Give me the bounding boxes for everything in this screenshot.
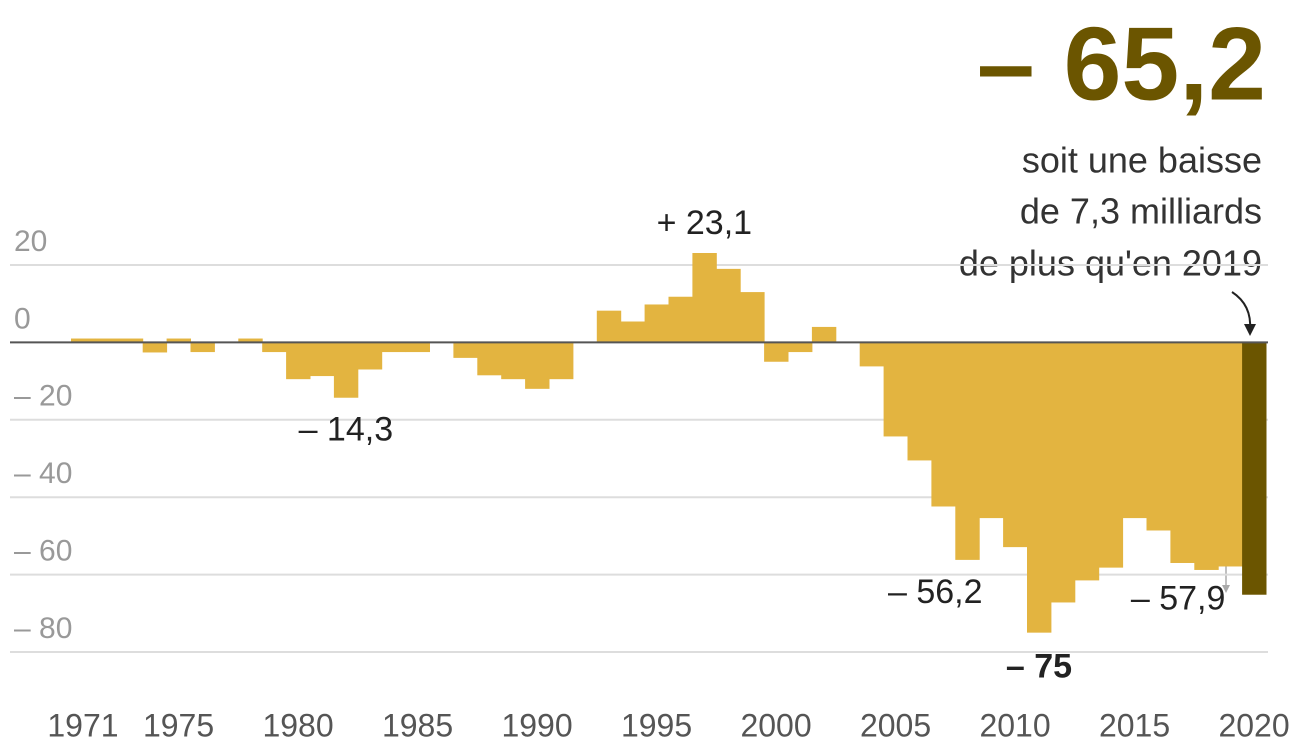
x-tick-label: 1985 [382, 707, 453, 743]
bar [286, 342, 311, 380]
y-tick-label: – 20 [14, 380, 72, 413]
bar [979, 342, 1004, 519]
y-tick-label: 20 [14, 225, 47, 258]
value-label: – 57,9 [1131, 579, 1226, 617]
bar [788, 342, 813, 353]
bar [405, 342, 430, 353]
bar [357, 342, 383, 370]
x-tick-label: 1990 [501, 707, 572, 743]
annotation-arrowhead [1244, 324, 1256, 336]
chart-title: – 65,2 [977, 6, 1266, 122]
bar [310, 342, 335, 377]
bar [811, 326, 837, 343]
bar [94, 338, 120, 343]
bar [1146, 342, 1171, 531]
value-label: – 56,2 [888, 573, 983, 611]
x-tick-label: 2000 [740, 707, 811, 743]
x-tick-label: 1975 [143, 707, 214, 743]
bar [596, 310, 622, 343]
bar [262, 342, 287, 353]
x-tick-label: 2005 [860, 707, 931, 743]
bar [644, 304, 669, 343]
bar [740, 292, 765, 343]
bar [525, 342, 550, 389]
bar [883, 342, 908, 437]
x-tick-label: 1980 [262, 707, 333, 743]
bar [453, 342, 478, 358]
bar [118, 338, 144, 343]
x-tick-label: 1995 [621, 707, 692, 743]
bar [549, 342, 574, 380]
bar [381, 342, 407, 353]
value-label: + 23,1 [657, 204, 752, 242]
bar [1003, 342, 1028, 548]
bar [931, 342, 956, 507]
y-tick-label: 0 [14, 302, 31, 335]
annotation: soit une baisse [1022, 140, 1262, 181]
y-tick-label: – 80 [14, 612, 72, 645]
bar [238, 338, 263, 343]
bar [1098, 342, 1124, 568]
x-tick-label: 2010 [979, 707, 1050, 743]
bar [692, 253, 717, 343]
value-label: – 14,3 [299, 411, 394, 449]
bar [1194, 342, 1219, 570]
bar [668, 296, 693, 343]
x-tick-label: 2020 [1218, 707, 1289, 743]
bar [1050, 342, 1076, 603]
bar [333, 342, 359, 398]
bar [190, 342, 215, 353]
y-tick-label: – 60 [14, 535, 72, 568]
bar [1122, 342, 1147, 519]
bar [142, 342, 168, 353]
bar [1170, 342, 1195, 563]
bar [501, 342, 526, 380]
y-tick-label: – 40 [14, 457, 72, 490]
bar [166, 338, 191, 343]
bar [1074, 342, 1100, 581]
bar [1027, 342, 1052, 633]
bar [859, 342, 885, 367]
bar [71, 338, 96, 343]
bar [764, 342, 789, 362]
x-tick-label: 1971 [47, 707, 118, 743]
bar [907, 342, 932, 461]
bar [716, 268, 741, 343]
bar [1218, 342, 1243, 567]
annotation: de plus qu'en 2019 [959, 243, 1262, 284]
annotation: de 7,3 milliards [1020, 191, 1262, 232]
bar [620, 321, 646, 343]
label-pointer-head [1222, 585, 1230, 593]
bar [955, 342, 980, 560]
bar [1242, 342, 1267, 595]
value-label: – 75 [1006, 648, 1072, 686]
bar [477, 342, 502, 376]
x-tick-label: 2015 [1099, 707, 1170, 743]
